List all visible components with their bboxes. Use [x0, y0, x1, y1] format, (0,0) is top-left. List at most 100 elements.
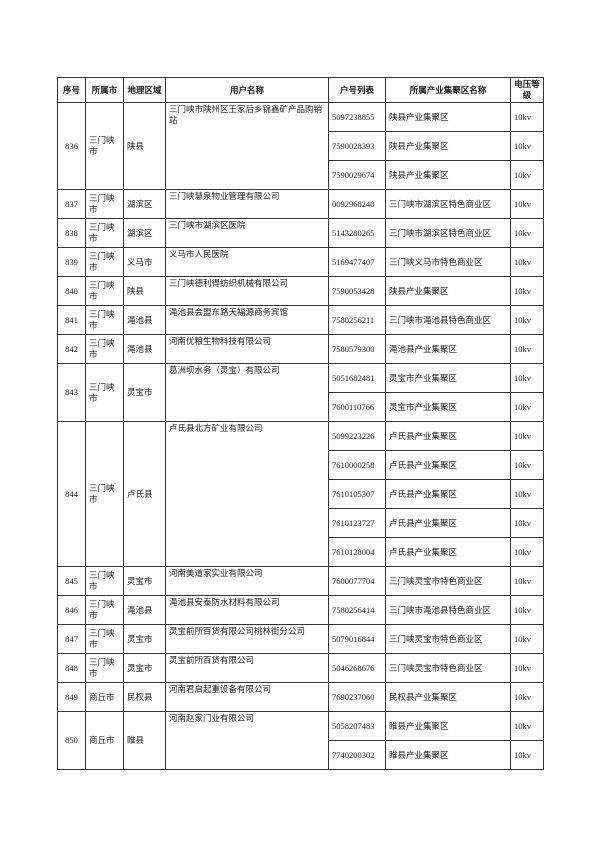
cell-voltage-level: 10kv: [510, 653, 544, 684]
cell-city: 商丘市: [85, 682, 124, 713]
table-header: 序号 所属市 地理区域 用户名称 户号列表 所属产业集聚区名称 电压等级: [57, 76, 544, 104]
cell-region: 义马市: [123, 247, 166, 278]
cell-city: 三门峡市: [85, 276, 124, 307]
table-row: 838 三门峡市 湖滨区 三门峡市湖滨区医院 5143280265 三门峡市湖滨区特色商业…: [57, 218, 544, 249]
header-region: 地理区域: [123, 76, 166, 104]
cell-user-name: 渑池县会盟东路天福源商务宾馆: [165, 305, 329, 336]
cell-account-number: 5058207483: [328, 711, 386, 742]
cell-region: 卢氏县: [123, 421, 166, 568]
cell-city: 三门峡市: [85, 421, 124, 568]
table-row: 839 三门峡市 义马市 义马市人民医院 5169477407 三门峡义马市特色商业区 10…: [57, 247, 544, 278]
cell-account-number: 5169477407: [328, 247, 386, 278]
cell-city: 三门峡市: [85, 624, 124, 655]
table-row: 847 三门峡市 灵宝市 灵宝前所百货有限公司桃林街分公司 5079016844 三门峡灵…: [57, 624, 544, 655]
cell-user-name: 三门峡德利得纺织机械有限公司: [165, 276, 329, 307]
cell-cluster-name: 陕县产业集聚区: [385, 102, 511, 133]
cell-cluster-name: 陕县产业集聚区: [385, 131, 511, 162]
cell-account-number: 7600077704: [328, 566, 386, 597]
cell-cluster-name: 渑池县产业集聚区: [385, 334, 511, 365]
cell-cluster-name: 睢县产业集聚区: [385, 711, 511, 742]
cell-city: 三门峡市: [85, 305, 124, 336]
cell-cluster-name: 卢氏县产业集聚区: [385, 508, 511, 539]
cell-user-name: 河南赵家门业有限公司: [165, 711, 329, 771]
table-row: 7590029674 陕县产业集聚区 10kv: [58, 160, 544, 191]
cell-cluster-name: 三门峡灵宝市特色商业区: [385, 653, 511, 684]
cell-city: 三门峡市: [85, 653, 124, 684]
cell-user-name: 河南君启起重设备有限公司: [165, 682, 329, 713]
cell-city: 三门峡市: [85, 102, 124, 191]
cell-cluster-name: 三门峡市渑池县特色商业区: [385, 305, 511, 336]
table-row: 7740200302 睢县产业集聚区 10kv: [58, 740, 544, 771]
cell-account-number: 7610105307: [328, 479, 386, 510]
cell-user-name: 渑池县安泰防水材料有限公司: [165, 595, 329, 626]
users-table: 序号 所属市 地理区域 用户名称 户号列表 所属产业集聚区名称 电压等级 836…: [57, 76, 544, 771]
header-seq: 序号: [57, 76, 86, 104]
cell-city: 三门峡市: [85, 189, 124, 220]
cell-account-number: 7610128004: [328, 537, 386, 568]
cell-seq: 845: [57, 566, 86, 597]
cell-voltage-level: 10kv: [510, 595, 544, 626]
table-row: 7610123727 卢氏县产业集聚区 10kv: [58, 508, 544, 539]
cell-account-number: 5143280265: [328, 218, 386, 249]
cell-cluster-name: 三门峡灵宝市特色商业区: [385, 566, 511, 597]
table-row: 840 三门峡市 陕县 三门峡德利得纺织机械有限公司 7590053428 陕县产业集聚区…: [57, 276, 544, 307]
cell-user-name: 义马市人民医院: [165, 247, 329, 278]
header-user-name: 用户名称: [165, 76, 329, 104]
cell-user-name: 灵宝前所百货有限公司: [165, 653, 329, 684]
cell-account-number: 7610123727: [328, 508, 386, 539]
cell-voltage-level: 10kv: [510, 102, 544, 133]
table-row: 843 三门峡市 灵宝市 葛洲坝水务（灵宝）有限公司 5051682481 灵宝市产业集聚…: [57, 363, 544, 423]
cell-account-number: 5046268676: [328, 653, 386, 684]
cell-city: 三门峡市: [85, 363, 124, 423]
table-row: 7610000258 卢氏县产业集聚区 10kv: [58, 450, 544, 481]
cell-account-number: 5079016844: [328, 624, 386, 655]
table-row: 845 三门峡市 灵宝市 河南美道家实业有限公司 7600077704 三门峡灵宝市特色商…: [57, 566, 544, 597]
cell-seq: 842: [57, 334, 86, 365]
cell-cluster-name: 民权县产业集聚区: [385, 682, 511, 713]
cell-voltage-level: 10kv: [510, 218, 544, 249]
cell-seq: 847: [57, 624, 86, 655]
table-row: 841 三门峡市 渑池县 渑池县会盟东路天福源商务宾馆 7580256211 三门峡市渑池…: [57, 305, 544, 336]
cell-voltage-level: 10kv: [510, 131, 544, 162]
cell-voltage-level: 10kv: [510, 392, 544, 423]
cell-voltage-level: 10kv: [510, 334, 544, 365]
cell-voltage-level: 10kv: [510, 566, 544, 597]
cell-voltage-level: 10kv: [510, 276, 544, 307]
cell-seq: 850: [57, 711, 86, 771]
cell-account-number: 7590028393: [328, 131, 386, 162]
table-row: 836 三门峡市 陕县 三门峡市陕州区王家后乡锦鑫矿产品购销站 5097238855 陕县…: [57, 102, 544, 191]
cell-account-number: 7610000258: [328, 450, 386, 481]
cell-region: 灵宝市: [123, 363, 166, 423]
cell-cluster-name: 三门峡义马市特色商业区: [385, 247, 511, 278]
header-city: 所属市: [85, 76, 124, 104]
cell-cluster-name: 陕县产业集聚区: [385, 160, 511, 191]
table-row: 846 三门峡市 渑池县 渑池县安泰防水材料有限公司 7580256414 三门峡市渑池县…: [57, 595, 544, 626]
cell-city: 商丘市: [85, 711, 124, 771]
cell-city: 三门峡市: [85, 247, 124, 278]
table-row: 837 三门峡市 湖滨区 三门峡慧泉物业管理有限公司 0092968240 三门峡市湖滨区…: [57, 189, 544, 220]
cell-user-name: 河南优粮生物科技有限公司: [165, 334, 329, 365]
cell-seq: 844: [57, 421, 86, 568]
cell-region: 渑池县: [123, 334, 166, 365]
cell-user-name: 河南美道家实业有限公司: [165, 566, 329, 597]
cell-region: 陕县: [123, 276, 166, 307]
cell-voltage-level: 10kv: [510, 189, 544, 220]
cell-region: 陕县: [123, 102, 166, 191]
cell-voltage-level: 10kv: [510, 711, 544, 742]
header-voltage-level: 电压等级: [510, 76, 544, 104]
cell-seq: 848: [57, 653, 86, 684]
cell-cluster-name: 卢氏县产业集聚区: [385, 450, 511, 481]
cell-region: 湖滨区: [123, 189, 166, 220]
cell-account-number: 7740200302: [328, 740, 386, 771]
cell-cluster-name: 三门峡市渑池县特色商业区: [385, 595, 511, 626]
cell-voltage-level: 10kv: [510, 305, 544, 336]
cell-cluster-name: 卢氏县产业集聚区: [385, 537, 511, 568]
cell-account-number: 5099223226: [328, 421, 386, 452]
cell-cluster-name: 灵宝市产业集聚区: [385, 392, 511, 423]
cell-account-number: 0092968240: [328, 189, 386, 220]
cell-voltage-level: 10kv: [510, 160, 544, 191]
cell-region: 渑池县: [123, 305, 166, 336]
cell-seq: 838: [57, 218, 86, 249]
cell-voltage-level: 10kv: [510, 682, 544, 713]
cell-seq: 837: [57, 189, 86, 220]
